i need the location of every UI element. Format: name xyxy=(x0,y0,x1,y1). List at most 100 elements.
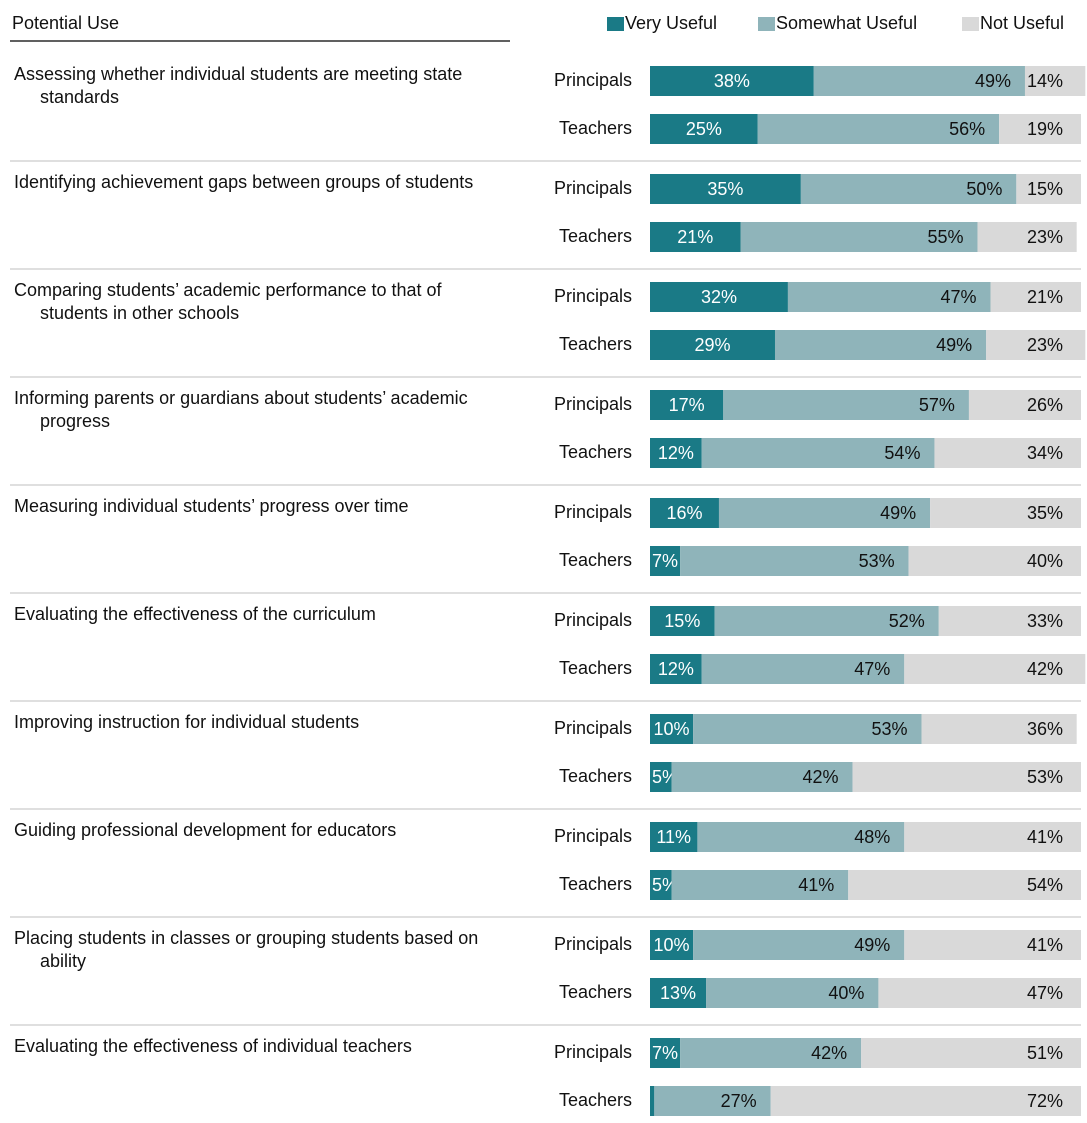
value-label: 41% xyxy=(798,875,834,895)
bar-segment xyxy=(701,654,905,684)
value-label: 54% xyxy=(1027,875,1063,895)
value-label: 27% xyxy=(721,1091,757,1111)
value-label: 54% xyxy=(884,443,920,463)
bar-segment xyxy=(650,282,788,312)
category-label: Improving instruction for individual stu… xyxy=(14,712,360,732)
value-label: 56% xyxy=(949,119,985,139)
bar-segment xyxy=(990,282,1081,312)
value-label: 38% xyxy=(714,71,750,91)
value-label: 17% xyxy=(669,395,705,415)
value-label: 42% xyxy=(811,1043,847,1063)
value-label: 16% xyxy=(666,503,702,523)
value-label: 32% xyxy=(701,287,737,307)
value-label: 35% xyxy=(1027,503,1063,523)
category-label: Evaluating the effectiveness of individu… xyxy=(14,1036,412,1056)
bar-segment xyxy=(650,930,694,960)
row-label: Principals xyxy=(554,286,632,306)
bar-segment xyxy=(968,390,1081,420)
category-label: Informing parents or guardians about stu… xyxy=(14,388,468,431)
value-label: 42% xyxy=(803,767,839,787)
bar-segment xyxy=(852,762,1081,792)
legend-label: Very Useful xyxy=(625,13,717,33)
row-label: Teachers xyxy=(559,874,632,894)
row-label: Teachers xyxy=(559,442,632,462)
bar-segment xyxy=(904,822,1081,852)
bar-segment xyxy=(650,870,672,900)
value-label: 7% xyxy=(652,551,678,571)
legend-label: Not Useful xyxy=(980,13,1064,33)
row-label: Principals xyxy=(554,70,632,90)
category-label: Placing students in classes or grouping … xyxy=(14,928,479,971)
value-label: 40% xyxy=(1027,551,1063,571)
value-label: 53% xyxy=(1027,767,1063,787)
value-label: 47% xyxy=(854,659,890,679)
value-label: 52% xyxy=(889,611,925,631)
row-label: Teachers xyxy=(559,1090,632,1110)
value-label: 53% xyxy=(871,719,907,739)
bar-segment xyxy=(680,1038,862,1068)
row-label: Principals xyxy=(554,394,632,414)
bar-segment xyxy=(908,546,1081,576)
value-label: 72% xyxy=(1027,1091,1063,1111)
value-label: 21% xyxy=(677,227,713,247)
value-label: 23% xyxy=(1027,227,1063,247)
value-label: 49% xyxy=(854,935,890,955)
bar-segment xyxy=(800,174,1017,204)
header-title: Potential Use xyxy=(12,13,119,33)
row-label: Teachers xyxy=(559,766,632,786)
row-label: Teachers xyxy=(559,118,632,138)
bar-segment xyxy=(999,114,1081,144)
row-label: Teachers xyxy=(559,550,632,570)
bar-segment xyxy=(740,222,978,252)
value-label: 50% xyxy=(966,179,1002,199)
value-label: 42% xyxy=(1027,659,1063,679)
bar-segment xyxy=(650,438,702,468)
bar-segment xyxy=(770,1086,1081,1116)
bar-segment xyxy=(650,330,775,360)
bar-segment xyxy=(701,438,935,468)
bar-segment xyxy=(938,606,1081,636)
bar-segment xyxy=(904,654,1086,684)
value-label: 47% xyxy=(940,287,976,307)
value-label: 41% xyxy=(1027,827,1063,847)
bar-segment xyxy=(723,390,969,420)
row-label: Teachers xyxy=(559,226,632,246)
row-label: Principals xyxy=(554,1042,632,1062)
bar-segment xyxy=(714,606,939,636)
bar-segment xyxy=(650,714,694,744)
bar-segment xyxy=(706,978,879,1008)
value-label: 12% xyxy=(658,443,694,463)
value-label: 53% xyxy=(859,551,895,571)
bar-segment xyxy=(650,498,719,528)
value-label: 15% xyxy=(1027,179,1063,199)
bar-segment xyxy=(718,498,931,528)
bar-segment xyxy=(813,66,1025,96)
bar-segment xyxy=(654,1086,771,1116)
value-label: 49% xyxy=(880,503,916,523)
category-label: Identifying achievement gaps between gro… xyxy=(14,172,474,192)
row-label: Principals xyxy=(554,934,632,954)
bar-segment xyxy=(977,222,1077,252)
bar-segment xyxy=(650,114,758,144)
bar-segment xyxy=(904,930,1081,960)
bar-segment xyxy=(650,222,741,252)
bar-segment xyxy=(650,654,702,684)
bar-segment xyxy=(930,498,1081,528)
bar-segment xyxy=(934,438,1081,468)
value-label: 10% xyxy=(654,719,690,739)
row-label: Principals xyxy=(554,610,632,630)
value-label: 15% xyxy=(664,611,700,631)
bar-segment xyxy=(650,762,672,792)
bar-segment xyxy=(986,330,1086,360)
row-label: Teachers xyxy=(559,658,632,678)
bar-segment xyxy=(650,978,707,1008)
value-label: 47% xyxy=(1027,983,1063,1003)
value-label: 49% xyxy=(975,71,1011,91)
bar-segment xyxy=(650,822,698,852)
category-label: Assessing whether individual students ar… xyxy=(14,64,463,107)
bar-segment xyxy=(1024,66,1086,96)
bar-segment xyxy=(921,714,1077,744)
bar-segment xyxy=(650,174,801,204)
category-label: Evaluating the effectiveness of the curr… xyxy=(14,604,376,624)
